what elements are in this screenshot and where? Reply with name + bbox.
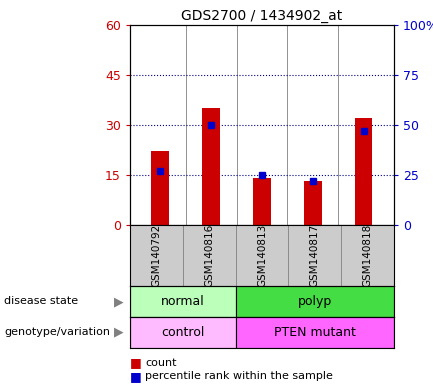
Text: GSM140817: GSM140817 xyxy=(310,224,320,287)
Text: count: count xyxy=(145,358,177,368)
Text: GSM140792: GSM140792 xyxy=(151,224,162,287)
Title: GDS2700 / 1434902_at: GDS2700 / 1434902_at xyxy=(181,8,343,23)
Text: ▶: ▶ xyxy=(114,295,123,308)
Text: control: control xyxy=(161,326,204,339)
Bar xyxy=(236,286,394,317)
Text: normal: normal xyxy=(161,295,205,308)
Text: ■: ■ xyxy=(130,356,142,369)
Bar xyxy=(130,286,236,317)
Text: GSM140818: GSM140818 xyxy=(362,224,373,287)
Bar xyxy=(236,317,394,348)
Bar xyxy=(202,108,220,225)
Text: GSM140816: GSM140816 xyxy=(204,224,214,287)
Text: disease state: disease state xyxy=(4,296,78,306)
Text: PTEN mutant: PTEN mutant xyxy=(274,326,356,339)
Text: GSM140813: GSM140813 xyxy=(257,224,267,287)
Bar xyxy=(253,178,271,225)
Bar xyxy=(152,151,169,225)
Bar xyxy=(130,317,236,348)
Text: percentile rank within the sample: percentile rank within the sample xyxy=(145,371,333,381)
Text: ■: ■ xyxy=(130,370,142,383)
Text: polyp: polyp xyxy=(297,295,332,308)
Text: genotype/variation: genotype/variation xyxy=(4,327,110,337)
Bar xyxy=(304,181,322,225)
Text: ▶: ▶ xyxy=(114,326,123,339)
Bar xyxy=(355,118,372,225)
